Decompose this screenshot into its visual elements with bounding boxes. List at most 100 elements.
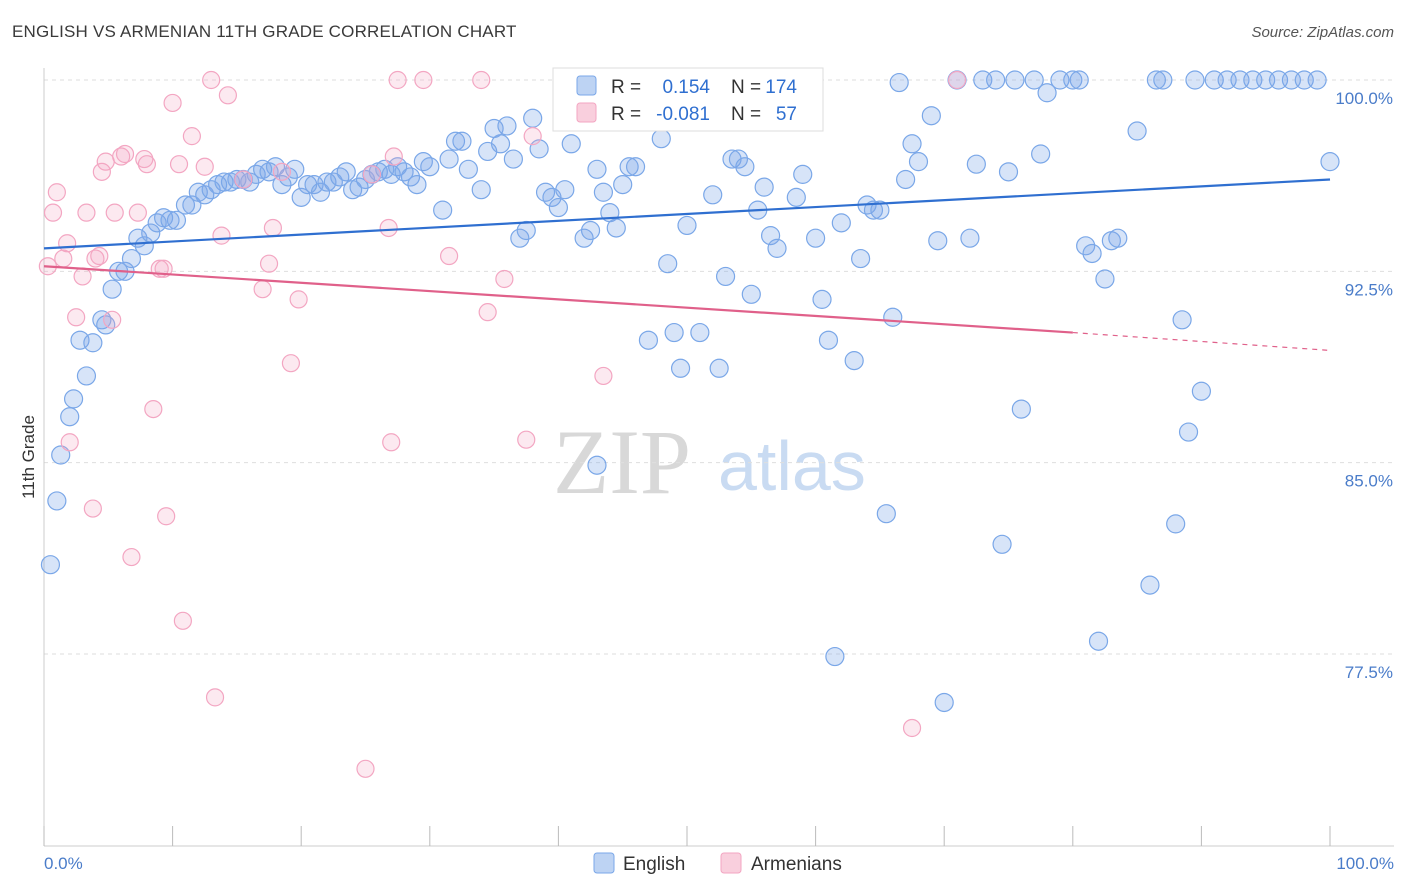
point-armenians — [495, 269, 514, 289]
point-english — [259, 162, 279, 182]
point-english — [121, 248, 142, 269]
point-armenians — [253, 280, 272, 299]
point-armenians — [92, 162, 111, 181]
point-english — [471, 180, 491, 200]
point-english — [754, 177, 774, 197]
stats-n-value-english: 174 — [765, 77, 797, 98]
point-english — [1031, 144, 1051, 164]
point-english — [619, 157, 639, 177]
point-english — [825, 646, 845, 667]
point-english — [548, 197, 569, 218]
point-armenians — [205, 688, 225, 707]
point-armenians — [234, 170, 253, 189]
point-english — [870, 200, 890, 220]
point-armenians — [212, 226, 231, 245]
point-english — [535, 182, 556, 202]
point-english — [349, 177, 369, 197]
point-english — [625, 157, 646, 177]
point-english — [998, 162, 1019, 182]
point-english — [40, 555, 61, 575]
point-english — [728, 149, 749, 169]
point-english — [767, 238, 787, 258]
point-english — [709, 358, 729, 378]
point-english — [439, 149, 459, 169]
point-english — [388, 157, 408, 177]
point-armenians — [382, 433, 401, 452]
point-english — [240, 172, 260, 192]
point-armenians — [103, 310, 122, 329]
point-armenians — [356, 759, 375, 778]
point-english — [786, 187, 806, 207]
watermark-atlas: atlas — [718, 427, 866, 505]
point-english — [47, 491, 67, 511]
point-english — [613, 174, 633, 195]
y-axis-title: 11th Grade — [19, 415, 38, 499]
stats-r-value-english: 0.154 — [662, 77, 710, 98]
point-armenians — [54, 249, 73, 268]
point-english — [658, 254, 678, 274]
point-english — [330, 167, 350, 187]
point-english — [863, 200, 884, 220]
point-armenians — [362, 165, 382, 184]
point-english — [1178, 422, 1199, 442]
point-english — [400, 167, 421, 187]
point-armenians — [157, 507, 176, 526]
point-armenians — [43, 203, 63, 222]
point-english — [1172, 310, 1192, 330]
point-english — [51, 445, 71, 465]
point-english — [960, 228, 980, 248]
point-english — [160, 210, 180, 230]
legend-swatch-armenians — [720, 852, 742, 874]
point-english — [889, 72, 909, 93]
point-english — [741, 284, 761, 304]
point-english — [1005, 70, 1025, 90]
data-points — [38, 70, 1340, 778]
stats-r-value-armenians: -0.081 — [656, 104, 710, 125]
point-english — [670, 358, 691, 378]
point-english — [805, 228, 826, 248]
point-armenians — [439, 246, 459, 266]
point-english — [195, 185, 215, 205]
point-english — [490, 134, 511, 154]
chart-title: ENGLISH VS ARMENIAN 11TH GRADE CORRELATI… — [12, 22, 517, 41]
y-tick-labels: 77.5% 85.0% 92.5% 100.0% — [1335, 89, 1393, 682]
legend-label-english: English — [623, 854, 685, 875]
point-english — [1166, 514, 1186, 534]
point-english — [606, 218, 626, 238]
point-armenians — [478, 303, 497, 322]
point-armenians — [96, 152, 115, 171]
point-english — [175, 195, 196, 215]
point-english — [1082, 243, 1102, 264]
point-armenians — [195, 157, 214, 176]
point-english — [1095, 269, 1115, 289]
stats-box: R = 0.154 N = 174 R = -0.081 N = 57 — [552, 67, 824, 132]
point-english — [92, 310, 112, 330]
stats-swatch-english — [576, 75, 597, 96]
point-english — [883, 307, 903, 327]
point-armenians — [289, 290, 308, 309]
axes — [43, 68, 1394, 847]
trend-line-armenians-extension — [1072, 331, 1331, 352]
point-english — [677, 215, 697, 236]
point-english — [76, 366, 97, 386]
point-english — [510, 228, 530, 248]
stats-n-label-english: N = — [731, 77, 761, 98]
point-armenians — [67, 308, 86, 327]
point-english — [83, 333, 103, 353]
x-ticks — [43, 826, 1331, 846]
point-english — [458, 159, 478, 179]
watermark-zip: ZIP — [553, 411, 691, 513]
point-english — [1307, 70, 1327, 90]
x-tick-label-max: 100.0% — [1336, 854, 1394, 873]
stats-r-label-english: R = — [611, 77, 641, 98]
point-english — [317, 172, 337, 192]
point-english — [851, 248, 871, 269]
point-english — [310, 182, 331, 202]
point-armenians — [388, 70, 407, 90]
point-armenians — [144, 399, 163, 419]
point-english — [1088, 631, 1109, 651]
point-english — [818, 330, 839, 350]
trend-lines — [43, 178, 1331, 352]
point-english — [992, 534, 1012, 554]
x-tick-label-min: 0.0% — [44, 854, 83, 873]
